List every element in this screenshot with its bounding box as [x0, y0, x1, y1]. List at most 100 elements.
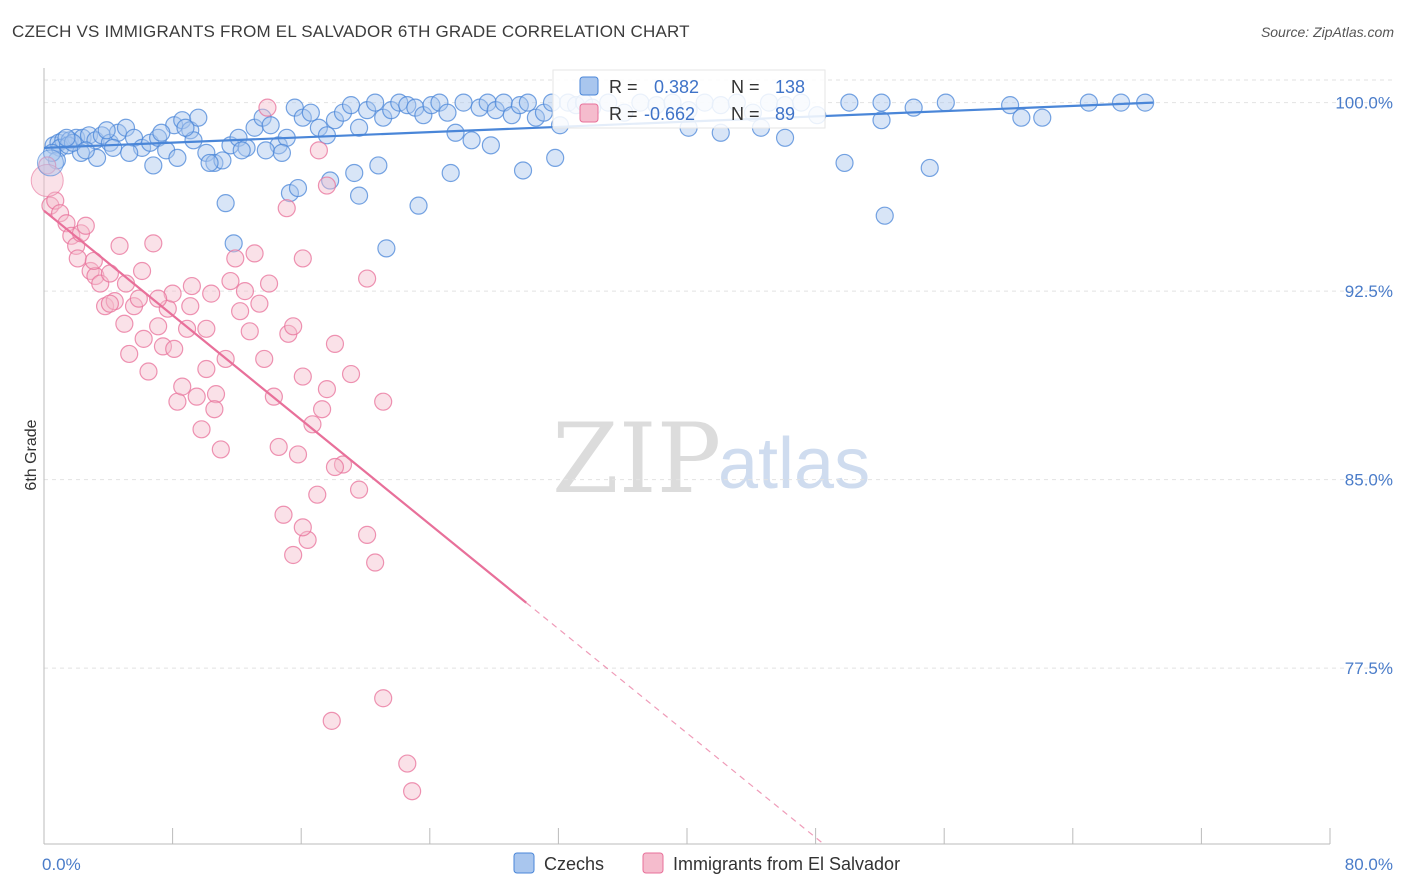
el-salvador-point — [235, 282, 255, 301]
czechs-point — [441, 163, 460, 183]
czechs-point — [1079, 93, 1098, 112]
el-salvador-point — [293, 249, 312, 268]
bottom-legend-swatch-czechs — [513, 852, 535, 874]
watermark-atlas: atlas — [718, 424, 870, 504]
el-salvador-point — [341, 364, 361, 384]
el-salvador-point — [288, 445, 308, 464]
legend-n-label-1: N = — [731, 77, 760, 97]
czechs-point — [438, 103, 457, 122]
gridlines — [44, 79, 1396, 669]
chart-source: Source: ZipAtlas.com — [1260, 24, 1394, 40]
el-salvador-trend-line — [43, 209, 527, 604]
czechs-point — [288, 178, 308, 198]
czechs-point — [224, 234, 243, 253]
czechs-point — [936, 93, 955, 112]
legend-n-label-2: N = — [731, 104, 760, 124]
el-salvador-point — [38, 156, 57, 175]
y-tick-label-3: 77.5% — [1345, 659, 1393, 678]
czechs-point — [518, 93, 537, 112]
czechs-point — [875, 206, 894, 225]
bottom-legend-el-salvador: Immigrants from El Salvador — [673, 854, 900, 874]
el-salvador-point — [403, 782, 422, 801]
el-salvador-point — [81, 261, 100, 281]
el-salvador-point — [366, 553, 385, 572]
el-salvador-point — [173, 377, 192, 396]
czechs-point — [57, 128, 76, 147]
czechs-point — [872, 111, 891, 130]
czechs-point — [454, 93, 473, 112]
el-salvador-point — [115, 314, 134, 333]
czechs-point — [1033, 108, 1052, 127]
czechs-point — [345, 163, 364, 183]
legend-n-value-1: 138 — [775, 77, 805, 97]
legend-swatch-el-salvador — [579, 103, 599, 123]
czechs-point — [104, 138, 123, 157]
el-salvador-point — [284, 545, 303, 565]
czechs-point — [232, 141, 251, 160]
el-salvador-point — [211, 440, 230, 459]
el-salvador-point — [132, 261, 152, 281]
el-salvador-point — [168, 392, 187, 411]
el-salvador-point — [317, 176, 337, 195]
czechs-point — [920, 158, 939, 178]
czechs-point — [369, 156, 388, 175]
el-salvador-point — [255, 349, 274, 369]
el-salvador-point — [231, 302, 250, 321]
el-salvador-point — [139, 362, 158, 381]
legend-n-value-2: 89 — [775, 104, 795, 124]
el-salvador-point — [349, 480, 369, 499]
el-salvador-point — [309, 141, 328, 160]
el-salvador-point — [322, 711, 341, 730]
czechs-point — [349, 186, 369, 205]
el-salvador-point — [358, 525, 377, 544]
el-salvador-point — [284, 317, 303, 336]
czechs-point — [409, 196, 428, 215]
el-salvador-point — [30, 164, 64, 198]
el-salvador-point — [192, 420, 211, 439]
el-salvador-point — [187, 387, 206, 406]
czechs-point — [321, 171, 340, 190]
el-salvador-point — [134, 329, 153, 348]
y-tick-label-0: 100.0% — [1335, 94, 1393, 113]
axes — [43, 68, 1331, 845]
czechs-point — [76, 141, 95, 160]
el-salvador-trend-extension — [525, 602, 825, 845]
y-axis-label: 6th Grade — [23, 419, 40, 490]
el-salvador-point — [206, 385, 226, 404]
czechs-point — [200, 153, 219, 173]
el-salvador-point — [250, 294, 269, 313]
series-legend: Czechs Immigrants from El Salvador — [513, 852, 900, 874]
czechs-point — [366, 93, 385, 112]
czechs-point — [840, 93, 859, 112]
legend-r-value-2: -0.662 — [644, 104, 695, 124]
legend-r-label-1: R = — [609, 77, 638, 97]
el-salvador-point — [100, 294, 120, 313]
el-salvador-point — [259, 274, 279, 293]
czechs-point — [462, 131, 481, 150]
czechs-point — [144, 156, 163, 175]
czechs-point — [36, 149, 64, 177]
el-salvador-point — [240, 322, 259, 341]
czechs-point — [261, 116, 280, 135]
czechs-point — [189, 108, 208, 127]
el-salvador-point — [129, 289, 148, 308]
el-salvador-point — [144, 234, 163, 253]
czechs-point — [272, 143, 292, 162]
czechs-point — [301, 103, 320, 122]
watermark-zip: ZIP — [552, 403, 721, 515]
el-salvador-point — [226, 249, 245, 268]
stats-legend: R = 0.382 N = 138 R = -0.662 N = 89 — [552, 69, 826, 129]
el-salvador-point — [149, 317, 168, 336]
legend-r-value-1: 0.382 — [654, 77, 699, 97]
el-salvador-point — [149, 289, 168, 308]
el-salvador-point — [197, 359, 216, 379]
el-salvador-point — [163, 284, 182, 303]
el-salvador-point — [68, 249, 87, 268]
el-salvador-point — [277, 199, 296, 218]
czechs-point — [546, 148, 565, 168]
czechs-point — [1012, 108, 1031, 127]
x-tick-label-min: 0.0% — [42, 855, 81, 874]
el-salvador-point — [50, 204, 70, 223]
el-salvador-point — [110, 236, 129, 255]
